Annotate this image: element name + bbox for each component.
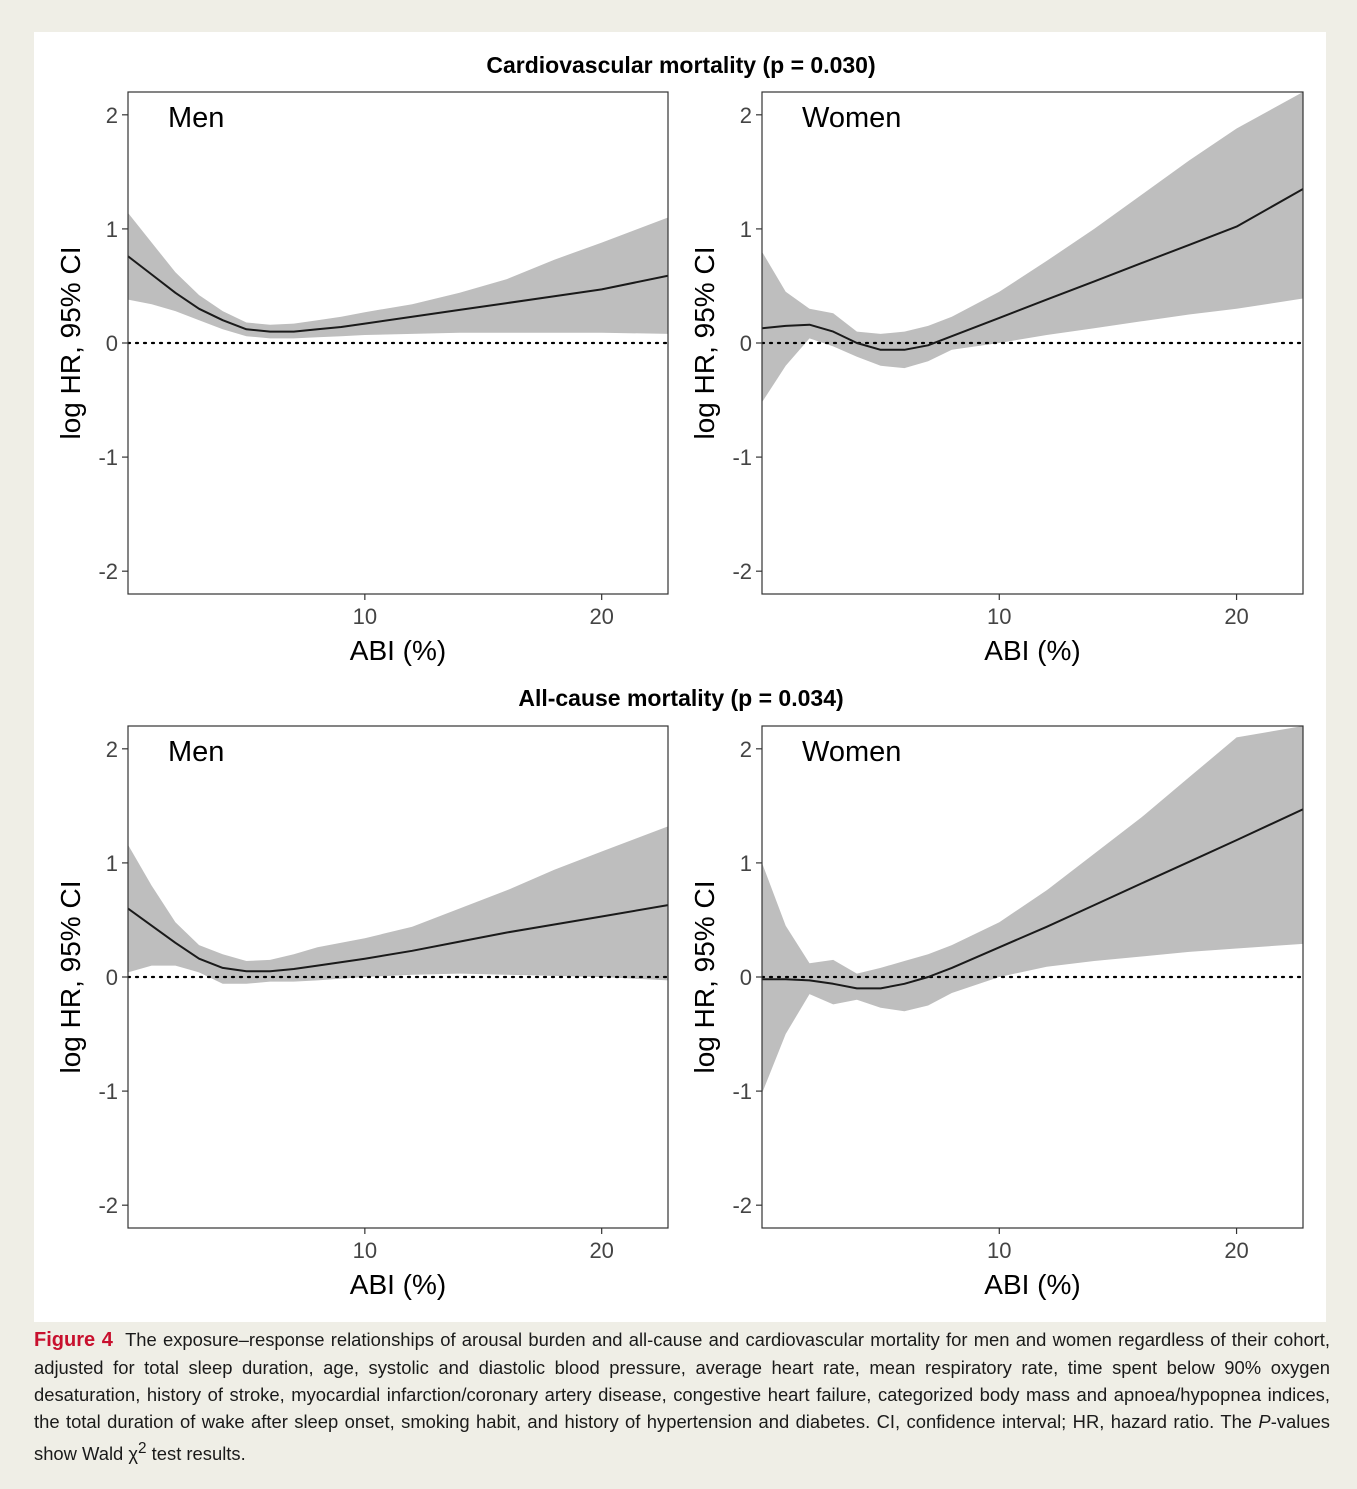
panel-2-xtick-label: 10	[353, 1238, 377, 1263]
panel-1-ytick-label: -1	[732, 445, 752, 470]
panel-3-xtick-label: 20	[1224, 1238, 1248, 1263]
panel-1-xtick-label: 20	[1224, 604, 1248, 629]
caption-text-2: -values show Wald	[34, 1411, 1330, 1465]
panel-1: -2 -1 0 1 2 10 20 ABI (%) log HR, 95% CI Women	[689, 91, 1304, 666]
panel-1-x-axis-title: ABI (%)	[984, 635, 1080, 666]
panel-1-ytick-label: 1	[740, 217, 752, 242]
caption-text: The exposure–response relationships of a…	[34, 1329, 1331, 1432]
caption-text-3: test results.	[146, 1443, 246, 1465]
caption-chi-sup: 2	[138, 1440, 147, 1457]
panel-3-ytick-label: 0	[740, 965, 752, 990]
panel-0-ytick-label: 1	[106, 217, 118, 242]
figure-caption: Figure 4 The exposure–response relations…	[34, 1326, 1330, 1467]
panel-3-x-axis-title: ABI (%)	[984, 1269, 1080, 1300]
panel-2-ci-band	[128, 826, 668, 984]
panel-1-plot-area	[762, 92, 1303, 403]
panel-3-ytick-label: 2	[740, 737, 752, 762]
caption-chi: χ	[128, 1443, 139, 1465]
panel-2-x-axis-title: ABI (%)	[350, 1269, 446, 1300]
panel-1-y-axis-title: log HR, 95% CI	[689, 247, 720, 440]
panel-1-ytick-label: -2	[732, 559, 752, 584]
panel-2-label: Men	[168, 736, 224, 768]
panel-3-ytick-label: -2	[732, 1193, 752, 1218]
panel-3-plot-area	[762, 726, 1303, 1094]
panel-1-xtick-label: 10	[987, 604, 1011, 629]
panel-2-ytick-label: -2	[98, 1193, 118, 1218]
panel-1-ci-band	[762, 92, 1303, 403]
panel-0-label: Men	[168, 102, 224, 134]
figure-label: Figure 4	[34, 1329, 113, 1351]
panel-2-estimate-line	[128, 904, 668, 973]
panel-3: -2 -1 0 1 2 10 20 ABI (%) log HR, 95% CI Women	[689, 725, 1304, 1300]
panel-0-ci-band	[128, 212, 668, 339]
panel-2-ytick-label: -1	[98, 1079, 118, 1104]
panel-3-y-axis-title: log HR, 95% CI	[689, 881, 720, 1074]
row-title-all-cause: All-cause mortality (p = 0.034)	[518, 685, 843, 711]
panel-2-xtick-label: 20	[589, 1238, 613, 1263]
panel-0-xtick-label: 10	[353, 604, 377, 629]
panel-3-estimate-line	[762, 808, 1303, 990]
panel-3-ytick-label: 1	[740, 851, 752, 876]
panel-2: -2 -1 0 1 2 10 20 ABI (%) log HR, 95% CI Men	[55, 725, 669, 1300]
panel-1-label: Women	[802, 102, 901, 134]
panel-1-estimate-line	[762, 188, 1303, 351]
panel-1-ytick-label: 2	[740, 103, 752, 128]
figure-svg: Cardiovascular mortality (p = 0.030) All…	[55, 52, 1304, 1300]
panel-0-xtick-label: 20	[589, 604, 613, 629]
panel-0-ytick-label: -2	[98, 559, 118, 584]
panel-0-plot-area	[128, 212, 668, 345]
panel-0-ytick-label: -1	[98, 445, 118, 470]
panel-0-ytick-label: 0	[106, 331, 118, 356]
row-title-cardiovascular: Cardiovascular mortality (p = 0.030)	[486, 52, 875, 78]
panel-3-ci-band	[762, 726, 1303, 1094]
panel-2-y-axis-title: log HR, 95% CI	[55, 881, 86, 1074]
panel-0-x-axis-title: ABI (%)	[350, 635, 446, 666]
panel-3-ytick-label: -1	[732, 1079, 752, 1104]
panel-0-estimate-line	[128, 255, 668, 333]
panel-0-ytick-label: 2	[106, 103, 118, 128]
figure-panel: Cardiovascular mortality (p = 0.030) All…	[34, 32, 1326, 1322]
panel-2-ytick-label: 2	[106, 737, 118, 762]
panel-0-y-axis-title: log HR, 95% CI	[55, 247, 86, 440]
panel-2-plot-area	[128, 826, 668, 984]
panel-0: -2 -1 0 1 2 10 20 ABI (%) log HR, 95% CI Men	[55, 91, 669, 666]
panel-3-label: Women	[802, 736, 901, 768]
caption-p-italic: P	[1258, 1411, 1271, 1432]
panel-3-xtick-label: 10	[987, 1238, 1011, 1263]
panel-2-ytick-label: 1	[106, 851, 118, 876]
panel-2-ytick-label: 0	[106, 965, 118, 990]
panel-1-ytick-label: 0	[740, 331, 752, 356]
